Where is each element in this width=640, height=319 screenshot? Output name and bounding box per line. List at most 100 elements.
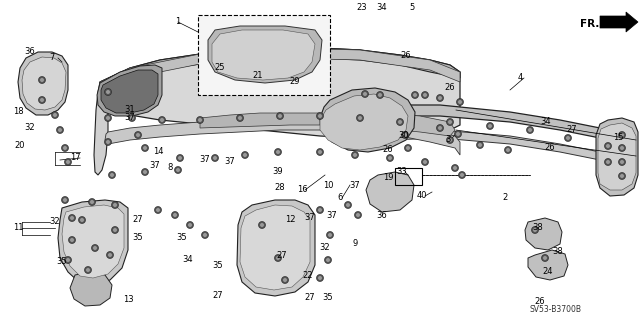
Text: 27: 27	[276, 250, 287, 259]
Circle shape	[318, 208, 322, 212]
Text: 28: 28	[275, 183, 285, 192]
Circle shape	[159, 116, 166, 123]
Circle shape	[453, 166, 457, 170]
Circle shape	[88, 198, 95, 205]
Circle shape	[213, 156, 217, 160]
Circle shape	[275, 149, 282, 155]
Circle shape	[388, 156, 392, 160]
Polygon shape	[62, 205, 124, 278]
Text: 35: 35	[323, 293, 333, 302]
Circle shape	[40, 78, 44, 82]
Polygon shape	[101, 70, 158, 113]
Circle shape	[141, 145, 148, 152]
Circle shape	[186, 221, 193, 228]
Text: 12: 12	[285, 216, 295, 225]
Text: 11: 11	[13, 224, 23, 233]
Text: 18: 18	[13, 108, 23, 116]
Text: 27: 27	[305, 293, 316, 302]
Circle shape	[387, 154, 394, 161]
Circle shape	[318, 114, 322, 118]
Circle shape	[156, 208, 160, 212]
Circle shape	[317, 206, 323, 213]
Circle shape	[136, 133, 140, 137]
Circle shape	[202, 232, 209, 239]
Polygon shape	[208, 26, 322, 83]
Circle shape	[65, 256, 72, 263]
Circle shape	[606, 144, 610, 148]
Circle shape	[173, 213, 177, 217]
Text: 35: 35	[132, 234, 143, 242]
Circle shape	[66, 258, 70, 262]
Text: 22: 22	[303, 271, 313, 279]
Text: 20: 20	[15, 140, 25, 150]
Polygon shape	[200, 113, 320, 128]
Circle shape	[447, 137, 454, 144]
Circle shape	[447, 118, 454, 125]
Circle shape	[172, 211, 179, 219]
Text: 27: 27	[566, 125, 577, 135]
Circle shape	[53, 113, 57, 117]
Circle shape	[356, 213, 360, 217]
Circle shape	[543, 256, 547, 260]
Text: 9: 9	[353, 240, 358, 249]
Circle shape	[620, 146, 624, 150]
Circle shape	[318, 276, 322, 280]
Text: 34: 34	[377, 4, 387, 12]
Text: 37: 37	[150, 160, 161, 169]
Circle shape	[344, 202, 351, 209]
Circle shape	[620, 133, 624, 137]
Polygon shape	[100, 48, 460, 90]
Circle shape	[188, 223, 192, 227]
Circle shape	[353, 153, 357, 157]
Circle shape	[106, 116, 110, 120]
Circle shape	[276, 150, 280, 154]
Text: 6: 6	[337, 194, 342, 203]
Circle shape	[106, 140, 110, 144]
Circle shape	[356, 115, 364, 122]
Circle shape	[259, 221, 266, 228]
Bar	[395, 168, 422, 185]
Circle shape	[143, 146, 147, 150]
Circle shape	[141, 168, 148, 175]
Circle shape	[134, 131, 141, 138]
Text: 35: 35	[177, 234, 188, 242]
Circle shape	[111, 226, 118, 234]
Circle shape	[403, 133, 407, 137]
Text: 26: 26	[445, 84, 455, 93]
Circle shape	[104, 115, 111, 122]
Text: 5: 5	[410, 4, 415, 12]
Circle shape	[106, 90, 110, 94]
Text: 16: 16	[297, 186, 307, 195]
Circle shape	[448, 120, 452, 124]
Text: 26: 26	[401, 50, 412, 60]
Circle shape	[90, 200, 94, 204]
Circle shape	[378, 93, 382, 97]
Circle shape	[203, 233, 207, 237]
Polygon shape	[212, 30, 315, 80]
Polygon shape	[390, 105, 636, 148]
Circle shape	[283, 56, 287, 60]
Text: 30: 30	[399, 130, 410, 139]
Polygon shape	[237, 200, 315, 296]
Circle shape	[488, 124, 492, 128]
Text: 36: 36	[376, 211, 387, 219]
Circle shape	[40, 98, 44, 102]
Circle shape	[282, 277, 289, 284]
Circle shape	[413, 93, 417, 97]
Circle shape	[438, 126, 442, 130]
Circle shape	[456, 99, 463, 106]
Circle shape	[423, 160, 427, 164]
Circle shape	[422, 159, 429, 166]
Text: 39: 39	[273, 167, 284, 176]
Circle shape	[178, 156, 182, 160]
Text: 35: 35	[57, 257, 67, 266]
Text: 27: 27	[132, 216, 143, 225]
Text: 26: 26	[545, 144, 556, 152]
Polygon shape	[598, 123, 636, 190]
Text: FR.: FR.	[580, 19, 600, 29]
Circle shape	[196, 116, 204, 123]
Text: 19: 19	[383, 174, 393, 182]
Circle shape	[454, 130, 461, 137]
Text: 32: 32	[320, 243, 330, 253]
Text: 37: 37	[225, 158, 236, 167]
